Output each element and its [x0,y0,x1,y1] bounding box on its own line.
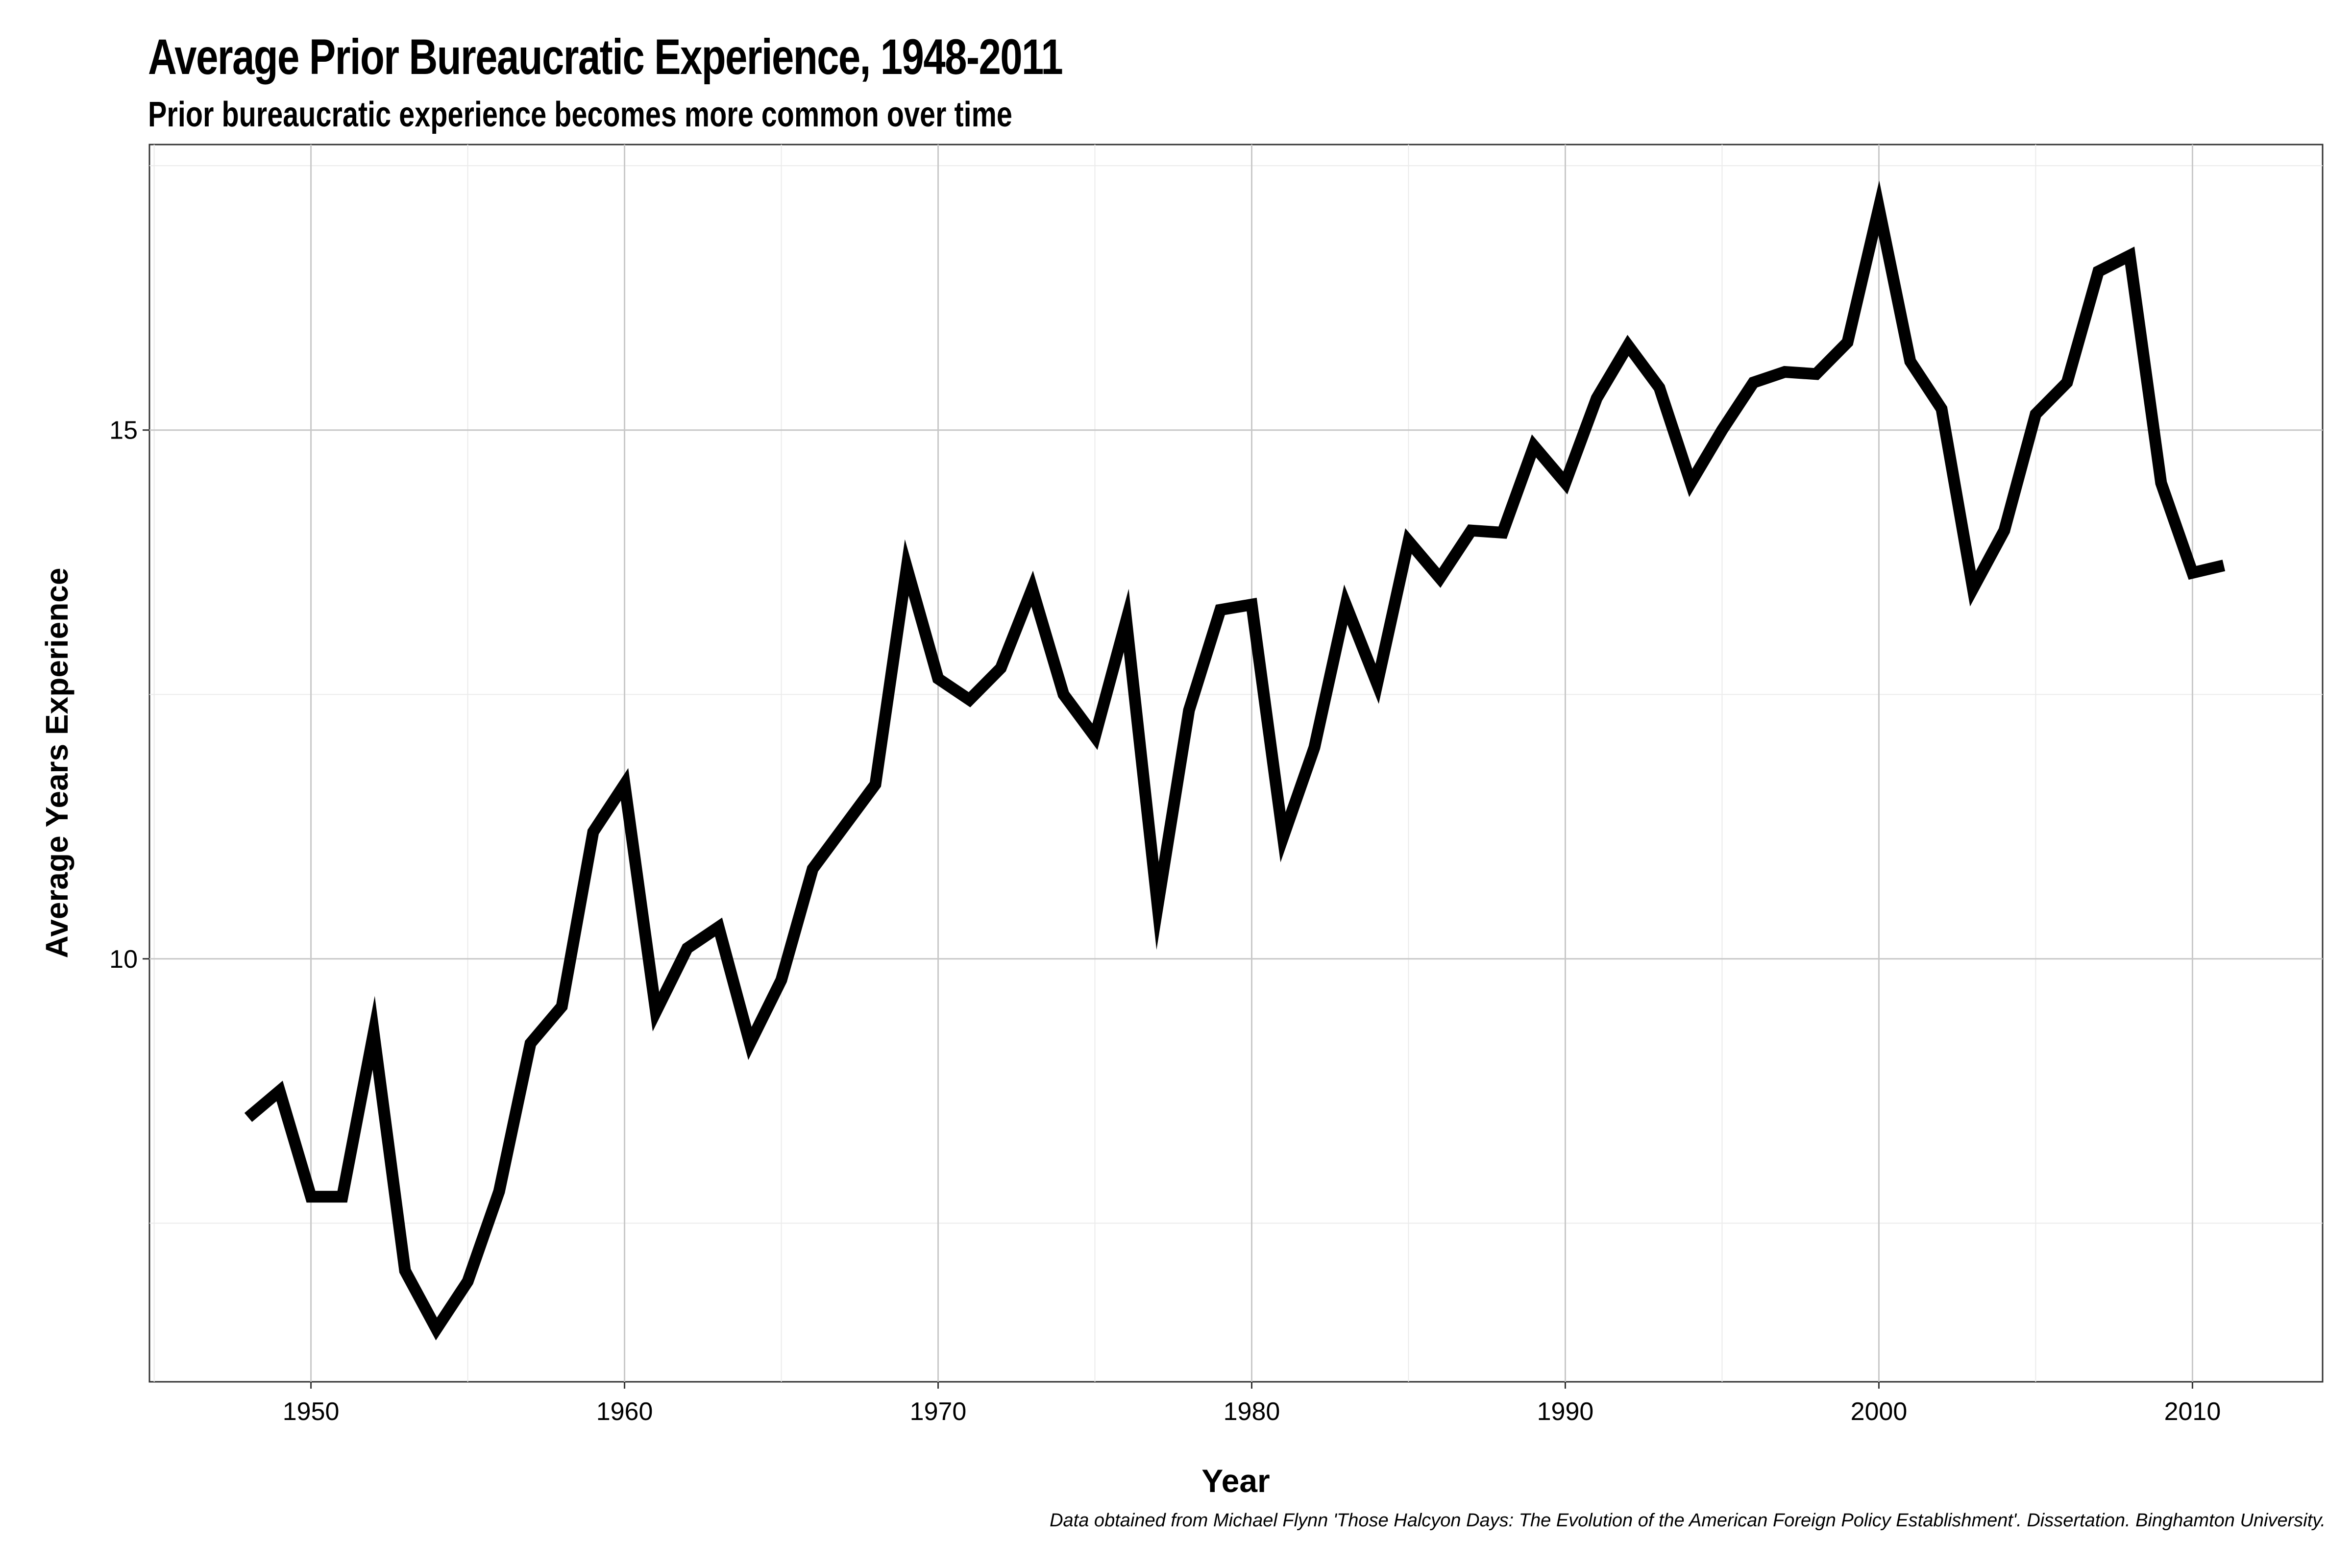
x-tick-label: 2000 [1851,1397,1908,1426]
plot-panel [148,144,2324,1383]
y-axis-label: Average Years Experience [39,568,74,958]
x-tick-label: 1980 [1224,1397,1280,1426]
x-tick-label: 1950 [283,1397,340,1426]
y-tick-label: 10 [109,945,138,974]
x-tick-label: 1990 [1537,1397,1594,1426]
chart-title: Average Prior Bureaucratic Experience, 1… [148,29,1063,85]
data-source-caption: Data obtained from Michael Flynn 'Those … [1050,1510,2326,1531]
x-tick-label: 1970 [910,1397,967,1426]
grid-lines [149,145,2323,1382]
x-axis-ticks: 1950 1960 1970 1980 1990 2000 2010 [283,1382,2221,1426]
y-axis-ticks: 10 15 [109,416,149,974]
series-lines [244,180,2226,1341]
y-tick-label: 15 [109,416,138,445]
x-tick-label: 1960 [596,1397,653,1426]
x-axis-label: Year [1201,1463,1270,1499]
x-tick-label: 2010 [2164,1397,2221,1426]
series-line [244,180,2226,1341]
chart-subtitle: Prior bureaucratic experience becomes mo… [148,95,1012,134]
